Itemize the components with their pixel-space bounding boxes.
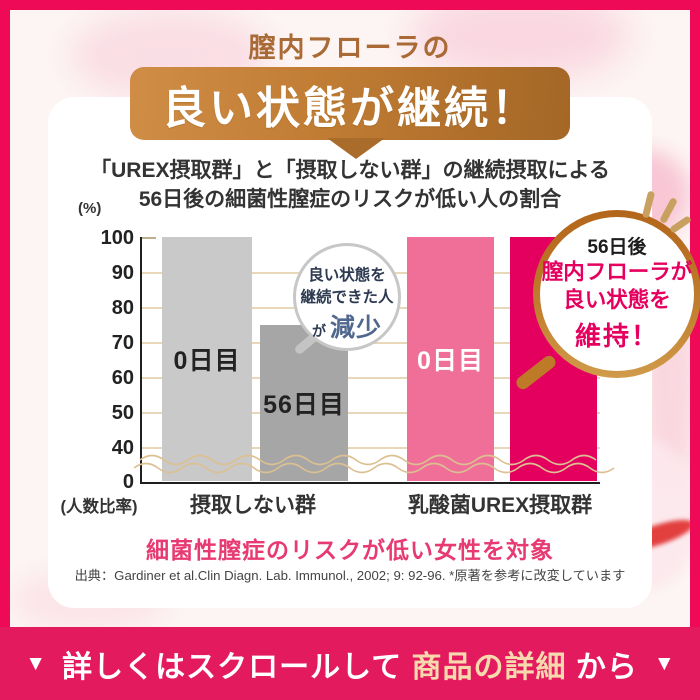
- scroll-prompt-bar[interactable]: ▼ 詳しくはスクロールして 商品の詳細 から ▼: [0, 627, 700, 700]
- bar-label: 56日目: [263, 390, 345, 419]
- y-tick-50: 50: [111, 402, 134, 424]
- bubble-line2: 継続できた人: [300, 289, 394, 306]
- bar-label: 0日目: [417, 347, 484, 375]
- headline-text: 良い状態が継続！: [162, 83, 538, 133]
- y-tick-60: 60: [111, 367, 134, 389]
- chart-title-line2: 56日後の細菌性膣症のリスクが低い人の割合: [138, 187, 562, 211]
- group-label-乳酸菌UREX摂取群: 乳酸菌UREX摂取群: [407, 494, 593, 517]
- badge-line4: 維持！: [574, 321, 659, 352]
- scroll-prompt-text: 詳しくはスクロールして 商品の詳細 から: [62, 642, 638, 686]
- bar-摂取しない群-0日目: 0日目: [162, 237, 252, 481]
- bar-label: 0日目: [173, 347, 241, 375]
- decrease-callout-bubble: 良い状態を 継続できた人 が 減少: [293, 243, 401, 351]
- bubble-line3: が 減少: [296, 308, 398, 344]
- chart-card: 「UREX摂取群」と「摂取しない群」の継続摂取による 56日後の細菌性膣症のリス…: [48, 97, 652, 608]
- bubble-line1: 良い状態を: [308, 267, 386, 284]
- y-tick-40: 40: [111, 437, 134, 459]
- banner-tail-pointer: [327, 138, 385, 159]
- bar-乳酸菌UREX摂取群-0日目: 0日目: [407, 237, 494, 481]
- gridline-40: [142, 447, 600, 449]
- y-tick-100: 100: [100, 227, 134, 249]
- chart-title-line1: 「UREX摂取群」と「摂取しない群」の継続摂取による: [90, 159, 610, 182]
- axis-break-waves: [133, 454, 615, 474]
- down-triangle-icon: ▼: [653, 651, 675, 675]
- study-note: 細菌性膣症のリスクが低い女性を対象: [146, 537, 554, 563]
- maintain-badge: 56日後 膣内フローラが 良い状態を 維持！: [533, 210, 700, 378]
- group-label-摂取しない群: 摂取しない群: [190, 494, 316, 517]
- badge-line3: 良い状態を: [563, 287, 671, 312]
- y-tick-0: 0: [122, 471, 134, 493]
- x-axis-labels: (人数比率) 摂取しない群 乳酸菌UREX摂取群: [48, 489, 652, 519]
- x-axis-unit-label: (人数比率): [60, 498, 138, 516]
- y-axis-unit-label: (%): [78, 200, 102, 217]
- headline-banner: 良い状態が継続！: [130, 67, 570, 140]
- scroll-prompt-after: から: [575, 650, 638, 684]
- scroll-prompt-before: 詳しくはスクロールして: [62, 650, 403, 684]
- maintain-badge-inner: 56日後 膣内フローラが 良い状態を 維持！: [540, 217, 694, 371]
- y-axis: 100 90 80 70 60 50 40 0: [84, 227, 134, 493]
- citation-source: 出典：Gardiner et al.Clin Diagn. Lab. Immun…: [74, 568, 626, 583]
- badge-line1: 56日後: [587, 237, 647, 258]
- gridline-50: [142, 412, 600, 414]
- bubble-emphasis: 減少: [329, 314, 382, 342]
- y-tick-80: 80: [111, 297, 134, 319]
- badge-line2: 膣内フローラが: [541, 260, 693, 284]
- chart-title: 「UREX摂取群」と「摂取しない群」の継続摂取による 56日後の細菌性膣症のリス…: [48, 157, 652, 215]
- gridline-60: [142, 377, 600, 379]
- scroll-prompt-emphasis: 商品の詳細: [411, 650, 567, 684]
- down-triangle-icon: ▼: [25, 651, 47, 675]
- tick-100: [142, 237, 156, 239]
- y-tick-70: 70: [111, 332, 134, 354]
- y-tick-90: 90: [111, 262, 134, 284]
- bubble-particle: が: [312, 323, 327, 339]
- eyebrow-title: 膣内フローラの: [248, 33, 452, 63]
